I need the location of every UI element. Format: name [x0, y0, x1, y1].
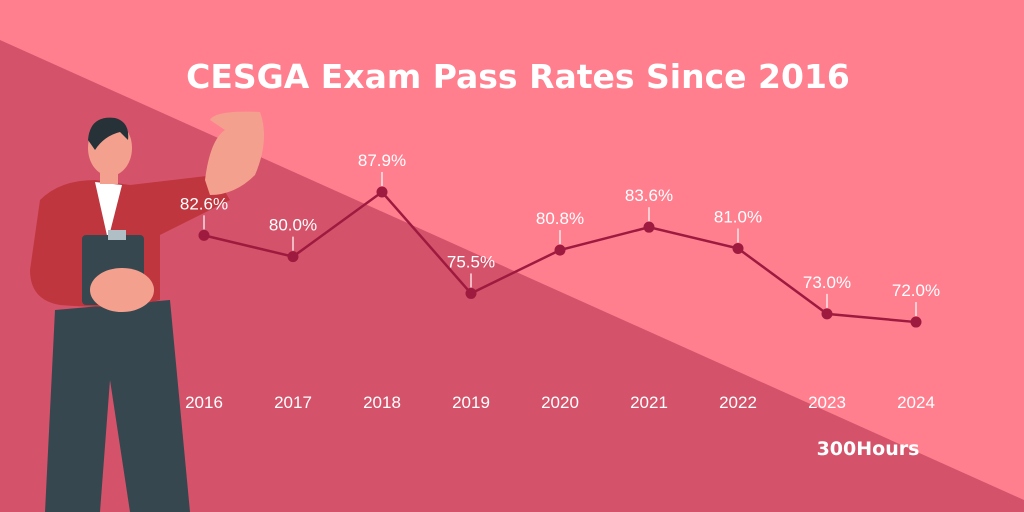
person-illustration	[30, 111, 264, 512]
x-tick-label: 2017	[274, 393, 312, 412]
data-label: 72.0%	[892, 281, 940, 300]
x-tick-label: 2020	[541, 393, 579, 412]
data-point	[821, 308, 833, 320]
x-tick-label: 2021	[630, 393, 668, 412]
x-tick-label: 2024	[897, 393, 935, 412]
data-label: 80.8%	[536, 209, 584, 228]
data-label: 83.6%	[625, 186, 673, 205]
data-label: 82.6%	[180, 194, 228, 213]
x-tick-label: 2019	[452, 393, 490, 412]
data-label: 75.5%	[447, 252, 495, 271]
brand-logo: 300Hours	[817, 438, 920, 460]
data-label: 81.0%	[714, 207, 762, 226]
data-label: 73.0%	[803, 273, 851, 292]
data-point	[198, 229, 210, 241]
x-axis: 2016 2017 2018 2019 2020 2021 2022 2023 2024	[185, 393, 935, 412]
data-point	[732, 242, 744, 254]
data-point	[554, 244, 566, 256]
data-point	[287, 251, 299, 263]
data-point	[910, 316, 922, 328]
x-tick-label: 2023	[808, 393, 846, 412]
data-point	[643, 221, 655, 233]
x-tick-label: 2018	[363, 393, 401, 412]
chart-title: CESGA Exam Pass Rates Since 2016	[186, 57, 850, 96]
line-series: 82.6% 80.0% 87.9% 75.5% 80.8% 83.6% 81.0% 73.0%…	[180, 151, 940, 328]
data-point	[376, 186, 388, 198]
x-tick-label: 2022	[719, 393, 757, 412]
data-label: 87.9%	[358, 151, 406, 170]
x-tick-label: 2016	[185, 393, 223, 412]
data-label: 80.0%	[269, 216, 317, 235]
data-point	[465, 287, 477, 299]
